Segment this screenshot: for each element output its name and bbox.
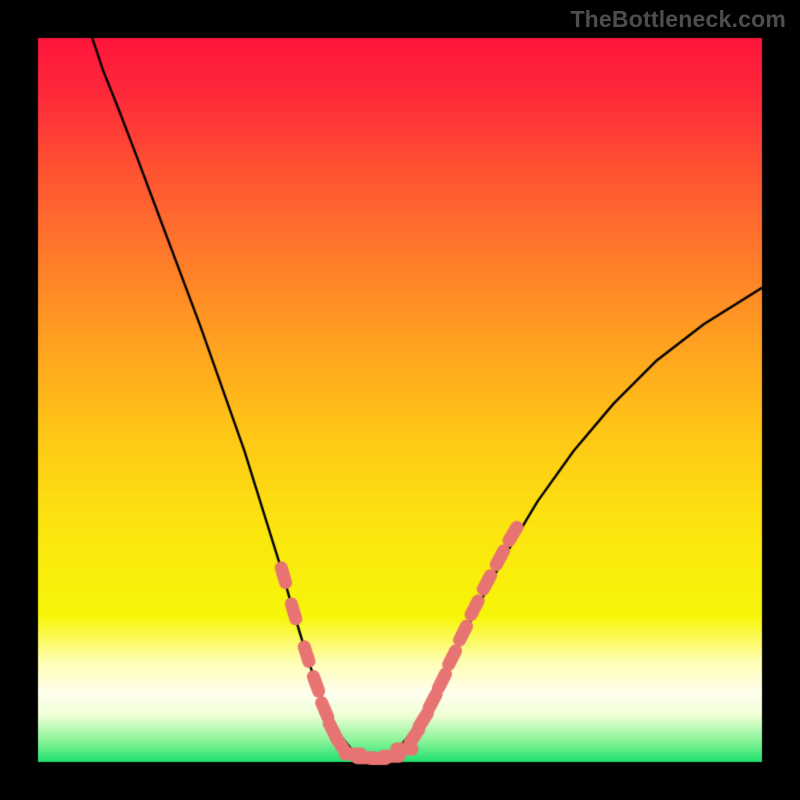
bottleneck-chart-canvas <box>0 0 800 800</box>
chart-stage: TheBottleneck.com <box>0 0 800 800</box>
watermark-text: TheBottleneck.com <box>570 6 786 33</box>
